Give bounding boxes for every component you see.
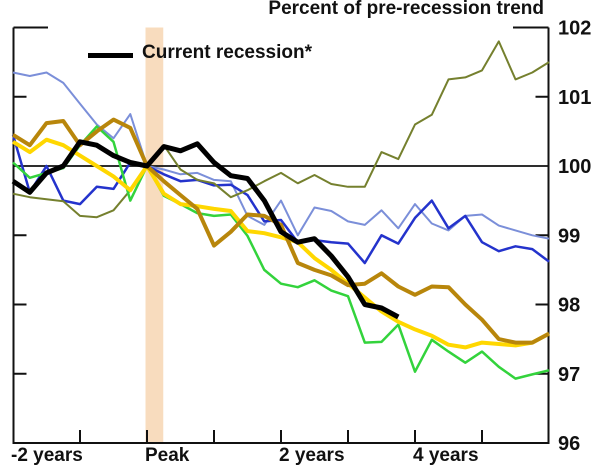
series-recession-yellow-line (11, 137, 550, 350)
series-recession-goldenrod-line (11, 117, 550, 345)
x-axis-label: -2 years (11, 445, 83, 465)
x-axis-label: 4 years (413, 445, 479, 465)
y-axis-label: 98 (558, 295, 580, 317)
x-axis-label: 2 years (279, 445, 345, 465)
legend-line-swatch (88, 53, 133, 58)
y-axis-label: 102 (558, 18, 591, 40)
series-recession-olive-line (12, 40, 550, 219)
y-axis-label: 97 (558, 364, 580, 386)
series-current-recession-line (11, 139, 400, 320)
y-axis-label: 100 (558, 156, 591, 178)
y-axis-label: 101 (558, 87, 591, 109)
y-axis-label: 99 (558, 225, 580, 247)
chart-title: Percent of pre-recession trend (268, 0, 544, 19)
legend-label: Current recession* (142, 42, 313, 63)
series-recession-light-blue-line (12, 71, 550, 240)
series-recession-green-line (12, 125, 550, 380)
y-axis-label: 96 (558, 433, 580, 455)
x-axis-label: Peak (145, 445, 190, 465)
peak-band (145, 27, 164, 443)
series-recession-royal-blue-line (11, 134, 550, 265)
